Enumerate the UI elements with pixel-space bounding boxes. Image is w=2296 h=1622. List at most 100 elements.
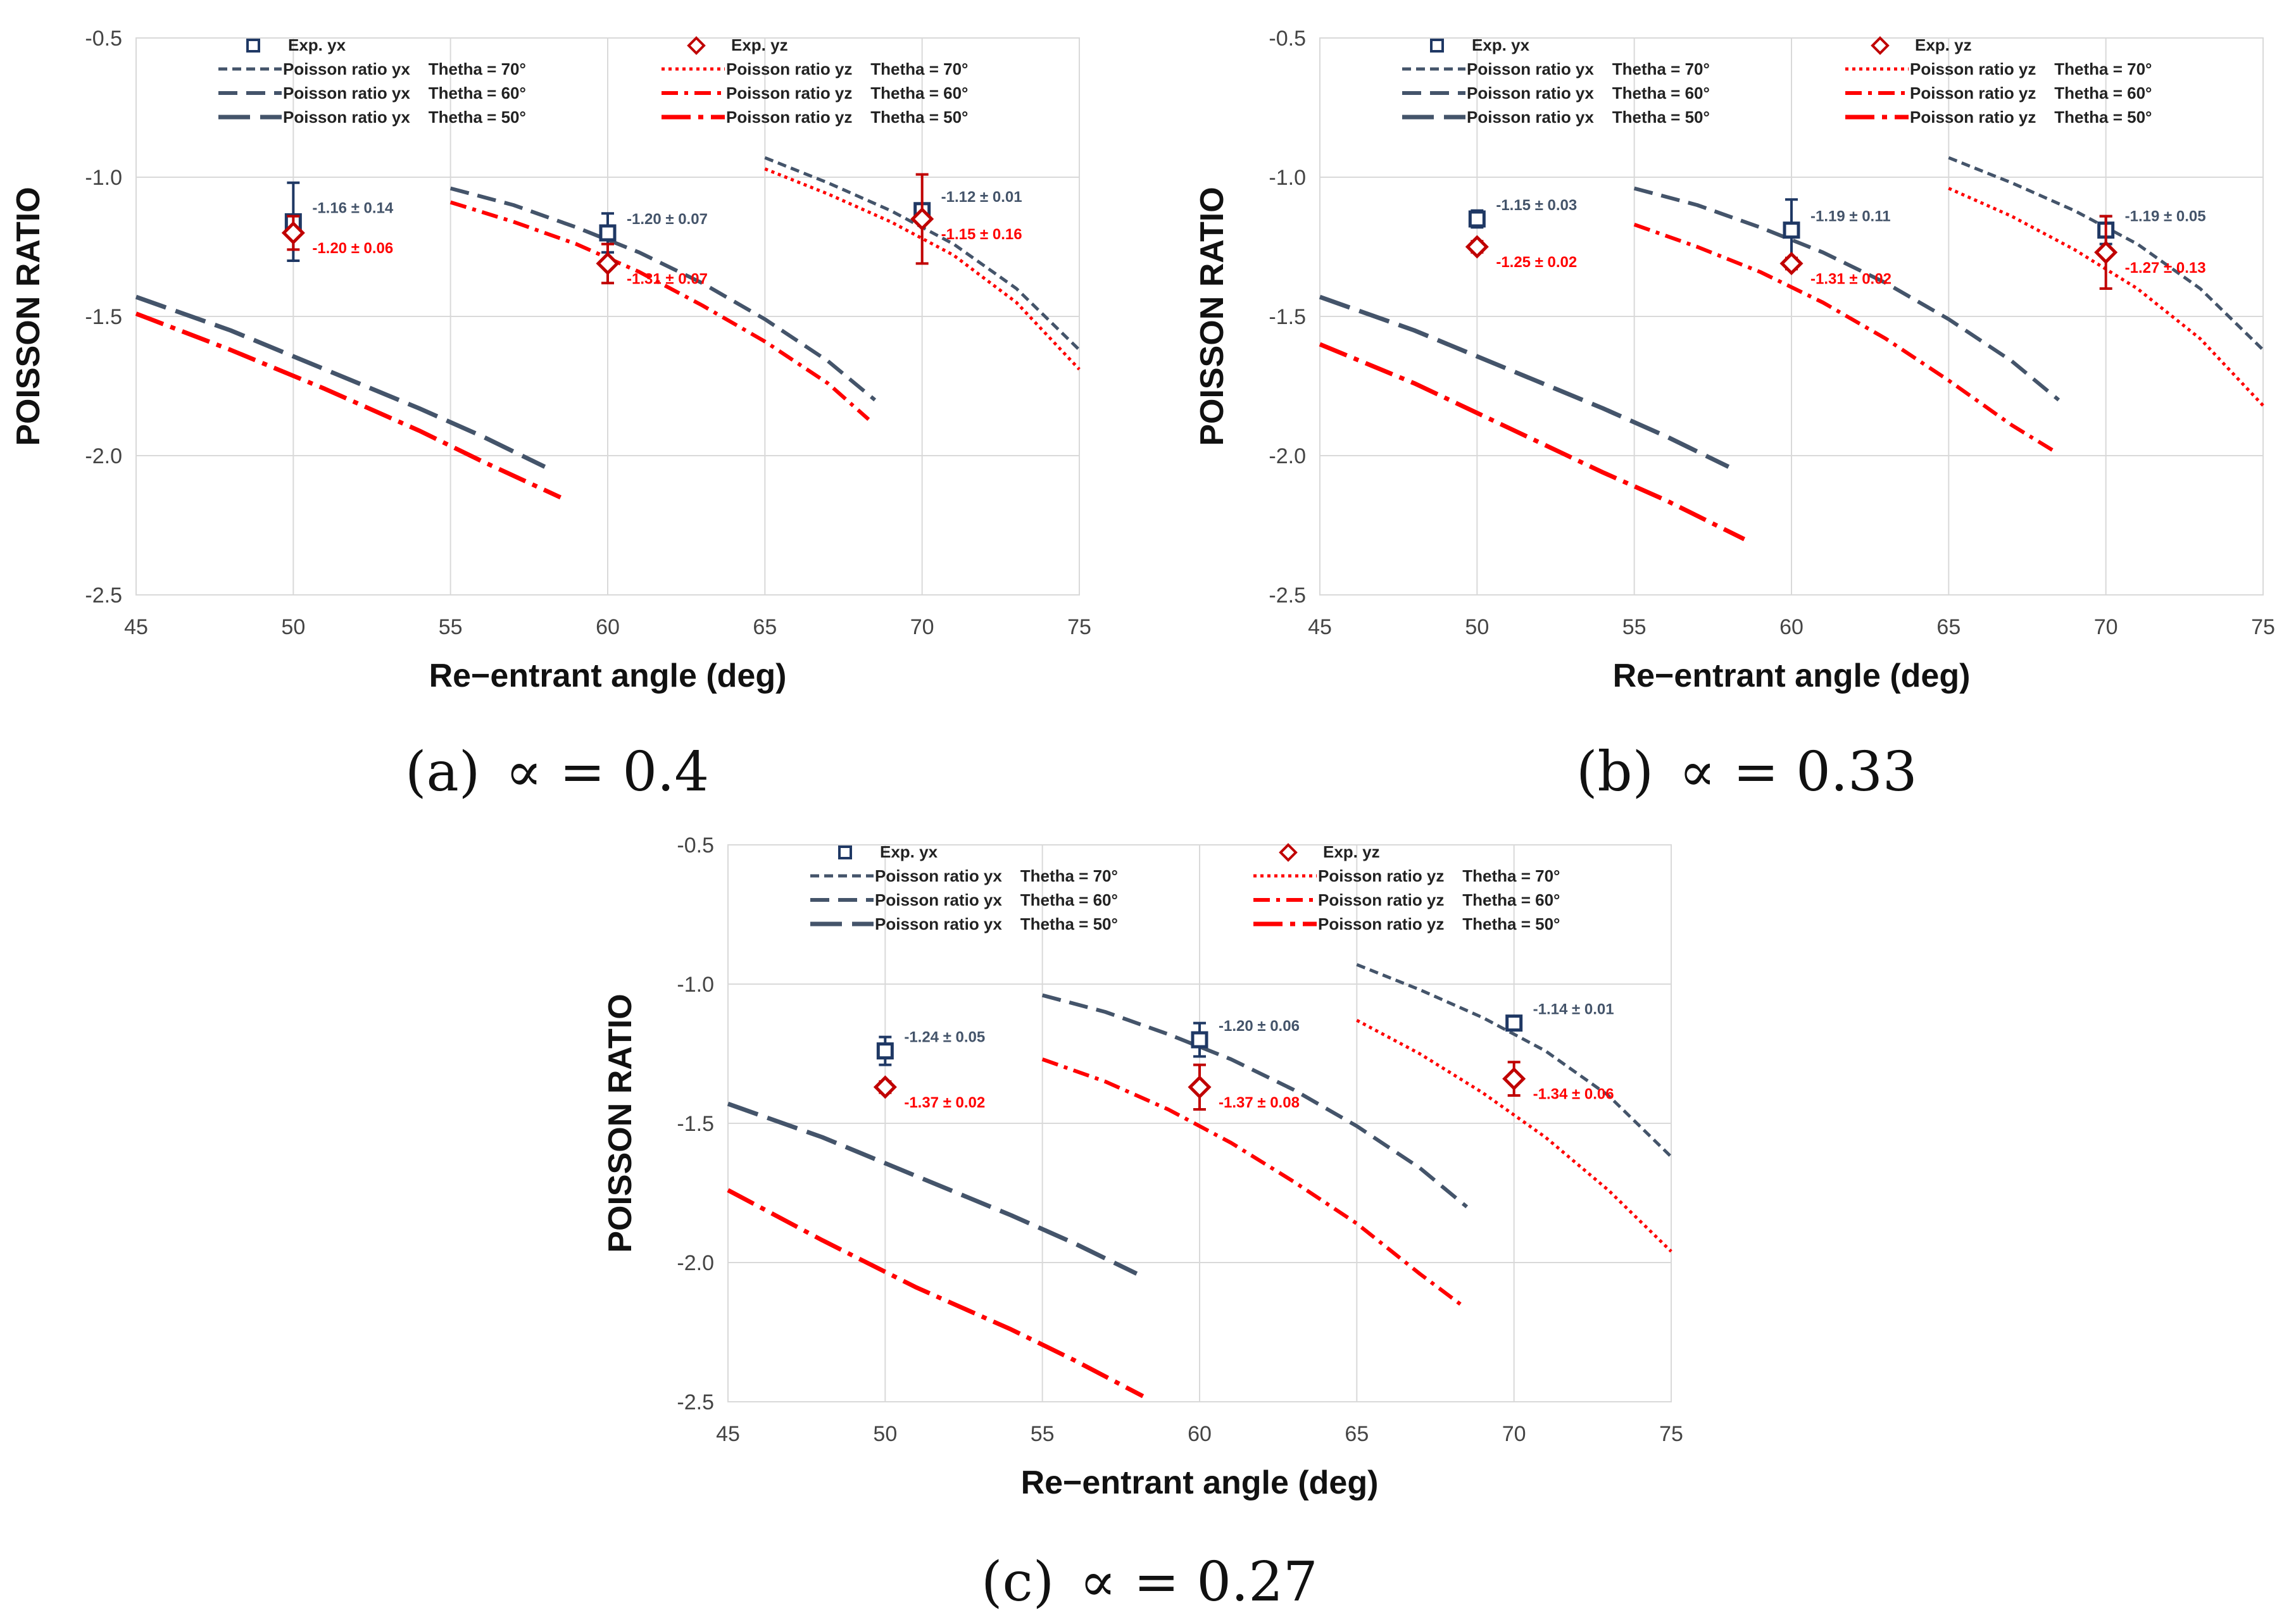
exp-yx-data-label: -1.19 ± 0.05	[2125, 208, 2206, 225]
series-line	[1319, 294, 1730, 469]
exp-yz-data-label: -1.20 ± 0.06	[312, 240, 393, 257]
exp-yz-marker	[281, 221, 305, 245]
y-tick-label: -0.5	[1269, 27, 1306, 51]
exp-yx-data-label: -1.19 ± 0.11	[1810, 208, 1891, 225]
exp-yz-data-label: -1.27 ± 0.13	[2125, 259, 2206, 277]
caption-a-label: (a)	[405, 740, 480, 804]
x-tick-label: 65	[753, 615, 777, 639]
series-line	[1356, 963, 1672, 1158]
x-tick-label: 75	[1659, 1422, 1683, 1446]
exp-yx-marker	[599, 224, 617, 242]
x-tick-label: 55	[439, 615, 463, 639]
y-tick-label: -1.5	[1269, 305, 1306, 329]
legend-label-yx: Poisson ratio yx Thetha = 70°	[875, 866, 1118, 885]
caption-b: (b) ∝ = 0.33	[1576, 740, 1917, 804]
y-axis-title: POISSON RATIO	[602, 994, 639, 1252]
series-line	[449, 186, 877, 402]
exp-yz-data-label: -1.25 ± 0.02	[1496, 254, 1577, 271]
chart-a: -0.5 -1.0 -1.5 -2.0 -2.545 50 55 60 65 70 75 Re−ent…	[10, 27, 1091, 694]
series-line	[135, 311, 561, 500]
x-tick-label: 45	[716, 1422, 740, 1446]
exp-yz-data-label: -1.31 ± 0.02	[1810, 270, 1891, 287]
legend-label-yx: Poisson ratio yx Thetha = 50°	[1467, 108, 1710, 127]
legend-label-yz: Poisson ratio yz Thetha = 60°	[726, 84, 968, 103]
legend-exp-yx-marker	[246, 39, 260, 53]
legend-exp-yz-marker	[1279, 843, 1298, 862]
caption-b-label: (b)	[1576, 740, 1654, 804]
exp-yz-marker	[910, 207, 934, 231]
legend-label-yx: Poisson ratio yx Thetha = 70°	[1467, 59, 1710, 78]
legend-label-yz: Poisson ratio yz Thetha = 70°	[1318, 866, 1560, 885]
x-tick-label: 65	[1936, 615, 1960, 639]
x-tick-label: 75	[2251, 615, 2275, 639]
series-line	[135, 294, 546, 469]
x-tick-label: 55	[1622, 615, 1647, 639]
series-line	[727, 1188, 1145, 1399]
exp-yx-data-label: -1.16 ± 0.14	[312, 199, 394, 216]
y-tick-label: -2.0	[677, 1251, 714, 1275]
y-tick-label: -2.5	[677, 1390, 714, 1414]
y-axis-title: POISSON RATIO	[10, 187, 47, 446]
caption-c-label: (c)	[981, 1550, 1055, 1614]
exp-yx-marker	[1468, 210, 1486, 228]
exp-yx-marker	[1505, 1014, 1523, 1032]
legend-exp-label-yz: Exp. yz	[1323, 842, 1380, 861]
exp-yz-data-label: -1.15 ± 0.16	[941, 226, 1022, 243]
x-tick-label: 75	[1067, 615, 1091, 639]
exp-yz-marker	[1779, 251, 1804, 275]
legend-label-yz: Poisson ratio yz Thetha = 60°	[1910, 84, 2152, 103]
series-line	[1319, 342, 1746, 542]
legend-exp-label-yz: Exp. yz	[731, 35, 788, 54]
exp-yz-marker	[1502, 1067, 1526, 1091]
x-axis-title: Re−entrant angle (deg)	[1021, 1464, 1379, 1501]
x-tick-label: 70	[1502, 1422, 1526, 1446]
exp-yx-marker	[1191, 1031, 1208, 1049]
exp-yx-data-label: -1.12 ± 0.01	[941, 189, 1022, 206]
x-tick-label: 50	[1465, 615, 1489, 639]
y-tick-label: -2.0	[85, 444, 122, 468]
series-line	[727, 1101, 1138, 1276]
exp-yz-data-label: -1.37 ± 0.02	[904, 1094, 985, 1111]
legend-exp-yz-marker	[687, 36, 706, 55]
caption-c-text: ∝ = 0.27	[1079, 1550, 1318, 1614]
legend-label-yz: Poisson ratio yz Thetha = 50°	[726, 108, 968, 127]
legend-exp-yx-marker	[1430, 39, 1444, 53]
legend-label-yx: Poisson ratio yx Thetha = 60°	[1467, 84, 1710, 103]
exp-yz-data-label: -1.34 ± 0.06	[1533, 1086, 1614, 1103]
y-tick-label: -2.5	[1269, 583, 1306, 608]
exp-yz-data-label: -1.37 ± 0.08	[1219, 1094, 1300, 1111]
x-tick-label: 50	[873, 1422, 897, 1446]
caption-a: (a) ∝ = 0.4	[405, 740, 709, 804]
exp-yx-data-label: -1.20 ± 0.06	[1219, 1018, 1300, 1035]
y-axis-title: POISSON RATIO	[1194, 187, 1231, 446]
caption-b-text: ∝ = 0.33	[1679, 740, 1917, 804]
y-tick-label: -1.0	[85, 166, 122, 190]
series-line	[1041, 1057, 1462, 1306]
exp-yz-marker	[1188, 1075, 1212, 1099]
y-tick-label: -1.0	[1269, 166, 1306, 190]
legend-label-yz: Poisson ratio yz Thetha = 70°	[1910, 59, 2152, 78]
series-line	[1356, 1018, 1672, 1253]
series-line	[764, 167, 1081, 371]
exp-yx-data-label: -1.14 ± 0.01	[1533, 1001, 1614, 1018]
y-tick-label: -1.5	[677, 1112, 714, 1136]
exp-yx-data-label: -1.24 ± 0.05	[904, 1029, 985, 1046]
x-axis-title: Re−entrant angle (deg)	[429, 658, 787, 694]
legend-label-yz: Poisson ratio yz Thetha = 50°	[1318, 914, 1560, 933]
exp-yz-marker	[1465, 235, 1489, 259]
caption-c: (c) ∝ = 0.27	[981, 1550, 1318, 1614]
x-axis-title: Re−entrant angle (deg)	[1613, 658, 1971, 694]
series-line	[449, 200, 870, 421]
y-tick-label: -2.5	[85, 583, 122, 608]
legend-exp-label-yx: Exp. yx	[288, 35, 346, 54]
x-tick-label: 65	[1345, 1422, 1369, 1446]
y-tick-label: -1.5	[85, 305, 122, 329]
x-tick-label: 55	[1031, 1422, 1055, 1446]
chart-c: -0.5 -1.0 -1.5 -2.0 -2.545 50 55 60 65 70 75 Re−ent…	[602, 833, 1683, 1501]
y-tick-label: -1.0	[677, 973, 714, 997]
series-line	[1633, 222, 2054, 452]
legend-exp-yz-marker	[1871, 36, 1890, 55]
x-tick-label: 60	[596, 615, 620, 639]
exp-yz-marker	[596, 251, 620, 275]
legend-exp-label-yx: Exp. yx	[1472, 35, 1530, 54]
